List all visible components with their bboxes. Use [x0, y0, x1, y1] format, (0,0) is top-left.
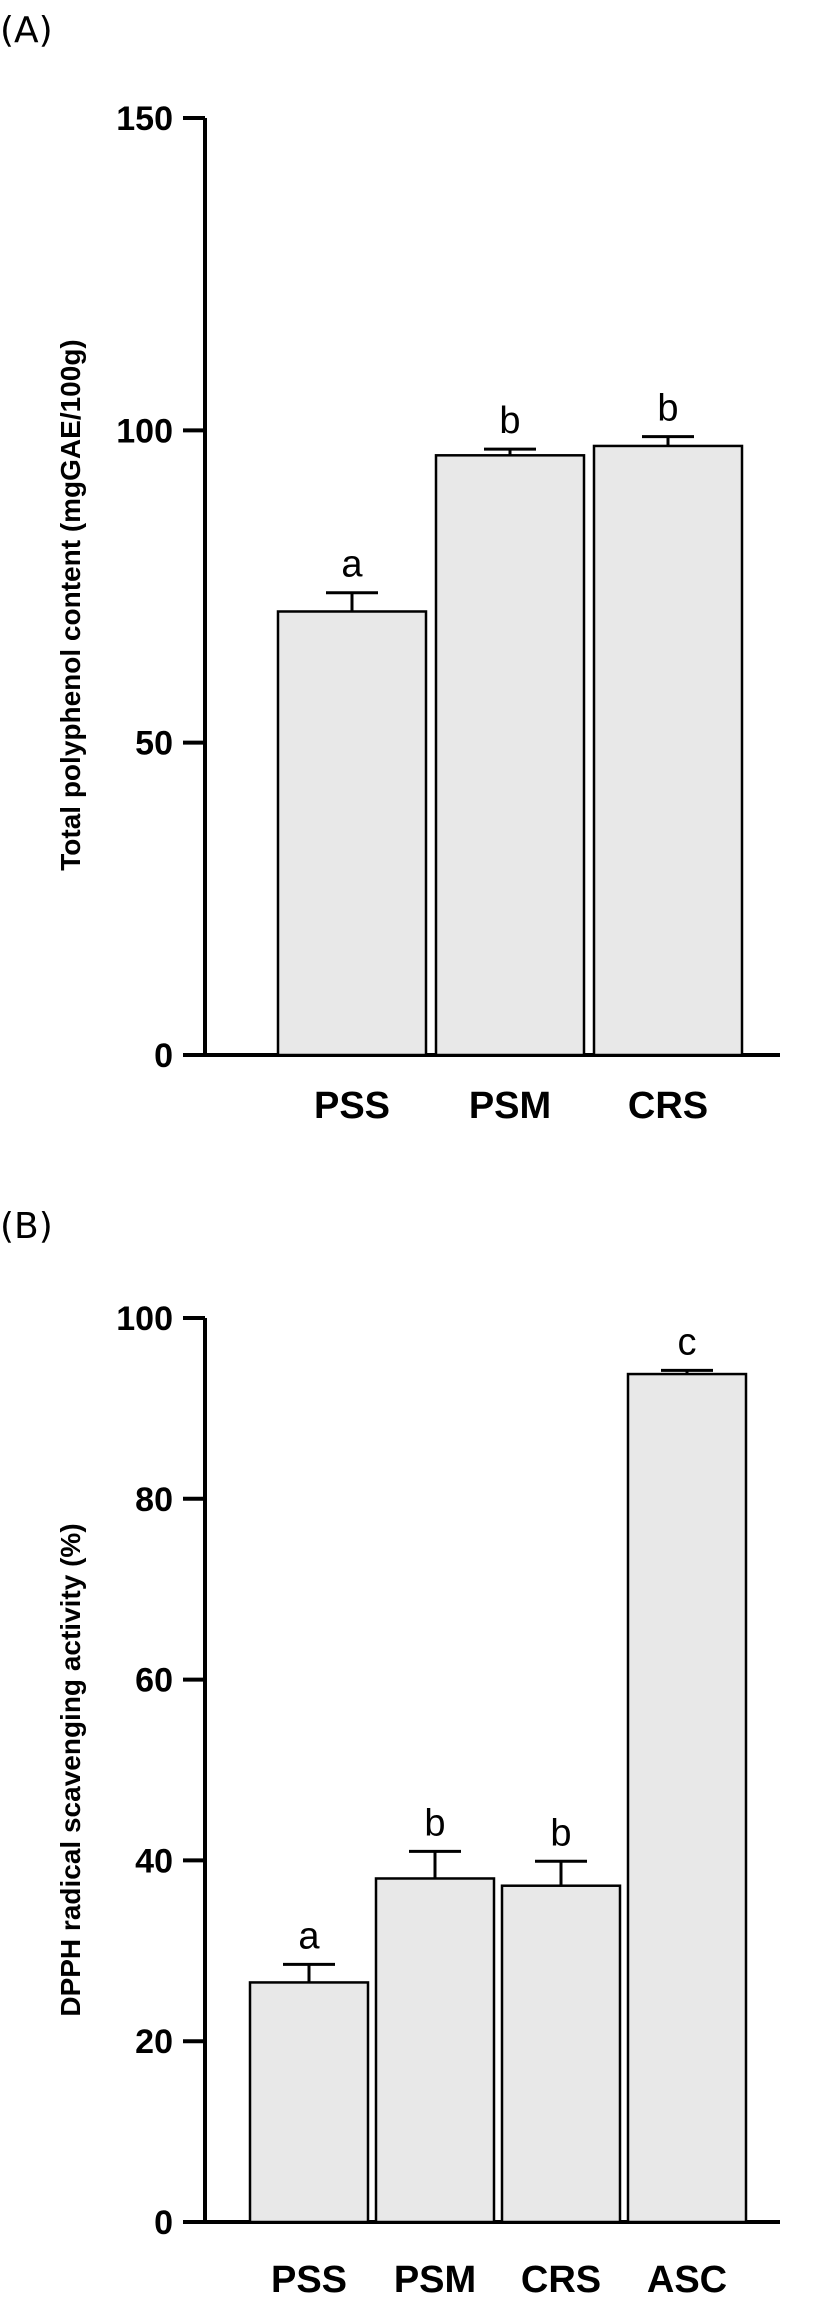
panel-b-significance-psm: b — [424, 1802, 445, 1844]
panel-a-plot: 0 50 100 150 a PSS b PSM b CRS — [116, 100, 780, 1127]
panel-a-y-tick-label: 150 — [116, 100, 173, 138]
panel-b-significance-pss: a — [298, 1915, 320, 1957]
panel-a-category-label-psm: PSM — [469, 1085, 551, 1127]
panel-a-y-tick-label: 0 — [154, 1037, 173, 1075]
panel-b: (B) DPPH radical scavenging activity (%)… — [0, 1206, 780, 2301]
panel-b-y-axis-title: DPPH radical scavenging activity (%) — [55, 1523, 86, 2016]
panel-b-bar-asc — [626, 1372, 748, 2224]
panel-b-y-tick-label: 40 — [135, 1842, 173, 1880]
panel-a-significance-pss: a — [341, 544, 363, 586]
panel-a-y-axis-title: Total polyphenol content (mgGAE/100g) — [55, 339, 86, 871]
panel-b-bar-psm — [374, 1877, 496, 2224]
panel-a-y-tick-label: 100 — [116, 412, 173, 450]
panel-a-category-label-crs: CRS — [628, 1085, 708, 1127]
panel-a-significance-psm: b — [499, 400, 520, 442]
panel-b-plot: 0 20 40 60 80 100 a PSS b PSM b CRS c ASC — [116, 1300, 780, 2301]
panel-b-significance-crs: b — [550, 1812, 571, 1854]
panel-b-category-label-crs: CRS — [521, 2259, 601, 2301]
panel-a-category-label-pss: PSS — [314, 1085, 390, 1127]
panel-b-y-tick-label: 0 — [154, 2204, 173, 2242]
panel-b-category-label-psm: PSM — [394, 2259, 476, 2301]
panel-a-label: (A) — [0, 10, 53, 51]
panel-a-significance-crs: b — [657, 388, 678, 430]
panel-b-y-tick-label: 60 — [135, 1662, 173, 1700]
panel-a: (A) Total polyphenol content (mgGAE/100g… — [0, 10, 780, 1127]
panel-b-category-label-asc: ASC — [647, 2259, 727, 2301]
panel-b-y-tick-label: 20 — [135, 2023, 173, 2061]
panel-a-bar-crs — [592, 444, 744, 1057]
panel-a-y-tick-label: 50 — [135, 725, 173, 763]
panel-b-significance-asc: c — [678, 1321, 697, 1363]
panel-b-y-tick-label: 80 — [135, 1481, 173, 1519]
panel-b-y-tick-label: 100 — [116, 1300, 173, 1338]
panel-b-bar-crs — [500, 1884, 622, 2224]
panel-b-label: (B) — [0, 1206, 53, 1247]
panel-a-bar-pss — [276, 610, 428, 1057]
panel-b-bar-pss — [248, 1981, 370, 2224]
panel-a-bar-psm — [434, 454, 586, 1057]
panel-b-category-label-pss: PSS — [271, 2259, 347, 2301]
